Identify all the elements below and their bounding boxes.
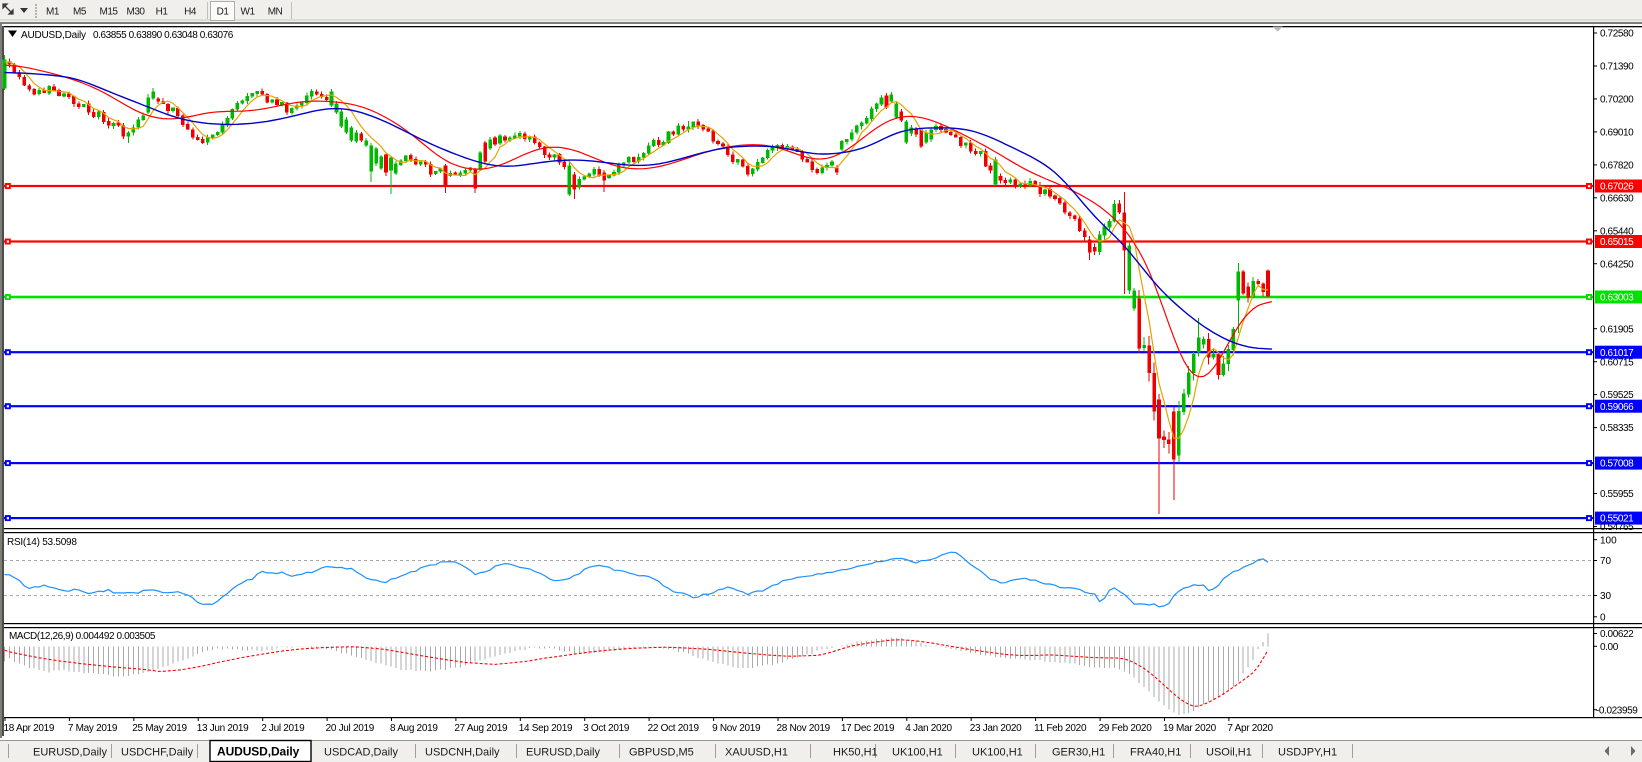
svg-text:23 Jan 2020: 23 Jan 2020 [970, 723, 1022, 734]
svg-text:AUDUSD,Daily: AUDUSD,Daily [217, 745, 300, 759]
svg-text:0.63003: 0.63003 [1600, 293, 1634, 304]
svg-text:22 Oct 2019: 22 Oct 2019 [648, 723, 700, 734]
svg-text:8 Aug 2019: 8 Aug 2019 [390, 723, 438, 734]
svg-text:19 Mar 2020: 19 Mar 2020 [1163, 723, 1217, 734]
svg-text:30: 30 [1600, 591, 1612, 602]
svg-text:4 Jan 2020: 4 Jan 2020 [905, 723, 952, 734]
svg-text:27 Aug 2019: 27 Aug 2019 [454, 723, 508, 734]
svg-text:UK100,H1: UK100,H1 [892, 747, 943, 759]
svg-text:7 May 2019: 7 May 2019 [68, 723, 118, 734]
svg-text:0.59066: 0.59066 [1600, 402, 1634, 413]
svg-text:20 Jul 2019: 20 Jul 2019 [326, 723, 375, 734]
svg-text:0.64250: 0.64250 [1600, 259, 1634, 270]
svg-text:0.67820: 0.67820 [1600, 161, 1634, 172]
svg-text:0.67026: 0.67026 [1600, 182, 1634, 193]
svg-text:17 Dec 2019: 17 Dec 2019 [841, 723, 895, 734]
svg-text:EURUSD,Daily: EURUSD,Daily [33, 747, 107, 759]
svg-text:28 Nov 2019: 28 Nov 2019 [777, 723, 831, 734]
svg-text:9 Nov 2019: 9 Nov 2019 [712, 723, 761, 734]
svg-text:0.65440: 0.65440 [1600, 226, 1634, 237]
svg-text:0.66630: 0.66630 [1600, 193, 1634, 204]
svg-text:HK50,H1: HK50,H1 [833, 747, 878, 759]
svg-text:0.55021: 0.55021 [1600, 514, 1634, 525]
svg-text:USDCAD,Daily: USDCAD,Daily [324, 747, 398, 759]
svg-text:USDCHF,Daily: USDCHF,Daily [121, 747, 194, 759]
svg-text:M15: M15 [100, 7, 119, 18]
svg-text:0.58335: 0.58335 [1600, 423, 1634, 434]
svg-text:GBPUSD,M5: GBPUSD,M5 [629, 747, 694, 759]
svg-text:0.69010: 0.69010 [1600, 128, 1634, 139]
svg-text:0.65015: 0.65015 [1600, 237, 1634, 248]
svg-text:2 Jul 2019: 2 Jul 2019 [261, 723, 305, 734]
svg-text:GER30,H1: GER30,H1 [1052, 747, 1105, 759]
svg-text:0.57008: 0.57008 [1600, 459, 1634, 470]
svg-text:13 Jun 2019: 13 Jun 2019 [197, 723, 249, 734]
svg-text:-0.023959: -0.023959 [1596, 705, 1638, 716]
svg-text:0.72580: 0.72580 [1600, 29, 1634, 40]
svg-text:W1: W1 [241, 7, 256, 18]
svg-text:14 Sep 2019: 14 Sep 2019 [519, 723, 573, 734]
svg-text:0.60715: 0.60715 [1600, 357, 1634, 368]
svg-text:0.00622: 0.00622 [1600, 629, 1634, 640]
svg-text:UK100,H1: UK100,H1 [972, 747, 1023, 759]
svg-text:MN: MN [268, 7, 283, 18]
svg-text:3 Oct 2019: 3 Oct 2019 [583, 723, 630, 734]
svg-text:0.55955: 0.55955 [1600, 489, 1634, 500]
svg-text:FRA40,H1: FRA40,H1 [1130, 747, 1181, 759]
svg-text:MACD(12,26,9) 0.004492 0.00350: MACD(12,26,9) 0.004492 0.003505 [9, 631, 156, 642]
svg-text:EURUSD,Daily: EURUSD,Daily [526, 747, 600, 759]
svg-text:RSI(14) 53.5098: RSI(14) 53.5098 [7, 537, 77, 548]
svg-text:M5: M5 [73, 7, 87, 18]
svg-text:D1: D1 [217, 7, 230, 18]
svg-text:0.71390: 0.71390 [1600, 62, 1634, 73]
svg-text:0.54765: 0.54765 [1600, 522, 1634, 533]
svg-text:USDCNH,Daily: USDCNH,Daily [425, 747, 500, 759]
svg-text:0.00: 0.00 [1600, 642, 1619, 653]
svg-text:USOil,H1: USOil,H1 [1206, 747, 1252, 759]
svg-text:0.61017: 0.61017 [1600, 348, 1634, 359]
svg-text:M1: M1 [46, 7, 60, 18]
svg-text:70: 70 [1600, 556, 1612, 567]
svg-text:7 Apr 2020: 7 Apr 2020 [1227, 723, 1273, 734]
svg-text:11 Feb 2020: 11 Feb 2020 [1034, 723, 1087, 734]
svg-text:M30: M30 [127, 7, 146, 18]
svg-text:0.61905: 0.61905 [1600, 324, 1634, 335]
svg-text:0: 0 [1600, 612, 1606, 623]
svg-text:H1: H1 [156, 7, 169, 18]
svg-text:0.70200: 0.70200 [1600, 95, 1634, 106]
svg-text:29 Feb 2020: 29 Feb 2020 [1099, 723, 1153, 734]
svg-text:25 May 2019: 25 May 2019 [132, 723, 187, 734]
svg-text:XAUUSD,H1: XAUUSD,H1 [725, 747, 788, 759]
svg-text:USDJPY,H1: USDJPY,H1 [1278, 747, 1337, 759]
svg-text:H4: H4 [184, 7, 197, 18]
svg-text:18 Apr 2019: 18 Apr 2019 [4, 723, 55, 734]
svg-text:100: 100 [1600, 535, 1617, 546]
svg-text:0.63855 0.63890 0.63048 0.6307: 0.63855 0.63890 0.63048 0.63076 [93, 30, 234, 41]
svg-text:AUDUSD,Daily: AUDUSD,Daily [21, 30, 86, 41]
svg-text:0.59525: 0.59525 [1600, 390, 1634, 401]
